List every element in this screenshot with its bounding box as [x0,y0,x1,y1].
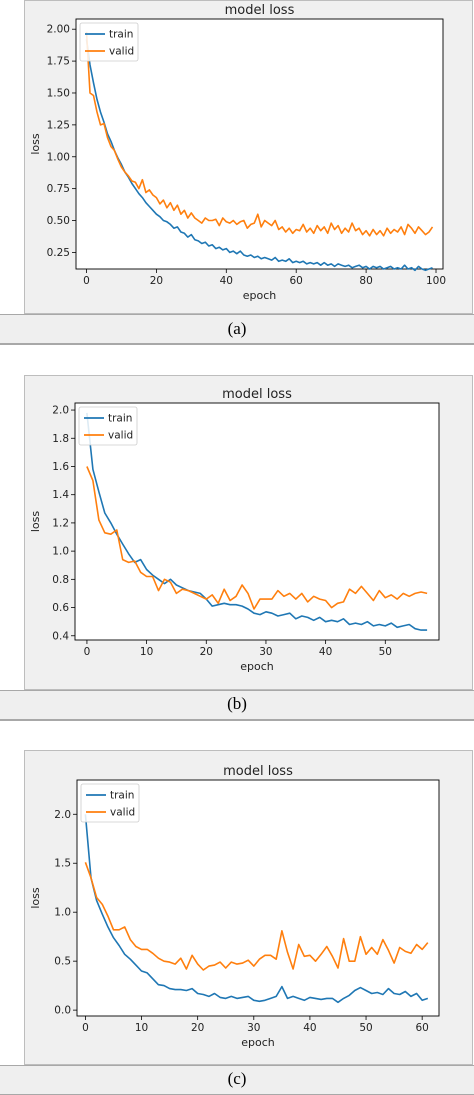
y-tick-label: 1.0 [52,546,69,558]
x-tick-label: 10 [135,1022,148,1034]
chart-a: model loss 0 20 40 60 80 100 0.25 0.50 0.75 1.00 1.… [29,3,446,302]
legend: train valid [79,22,139,62]
y-tick-label: 1.00 [47,151,70,163]
chart-title: model loss [223,764,293,779]
series-line-train [86,412,428,631]
series-line-valid [85,31,434,237]
series-line-train [85,39,433,272]
x-tick-label: 30 [259,646,272,658]
y-tick-label: 1.6 [52,461,69,473]
series-line-valid [86,466,428,610]
legend-label-valid: valid [109,46,134,58]
separator-a [0,344,474,345]
legend-label-valid: valid [110,807,135,819]
y-tick-label: 0.50 [47,215,70,227]
separator-b [0,720,474,721]
y-tick-label: 1.0 [54,907,71,919]
x-tick-label: 100 [426,275,446,287]
x-tick-label: 0 [82,1022,89,1034]
legend-label-train: train [108,413,132,425]
x-tick-label: 50 [359,1022,372,1034]
caption-b: (b) [227,694,247,713]
legend: train valid [78,406,138,446]
y-tick-label: 0.0 [54,1005,71,1017]
chart-c: model loss 0 10 20 30 40 50 60 0.0 0.5 1.0 1.5 2.0 ep… [29,764,440,1049]
y-tick-label: 1.50 [47,87,70,99]
x-tick-label: 20 [191,1022,204,1034]
chart-title: model loss [225,3,295,18]
y-tick-label: 0.75 [47,183,70,195]
x-tick-label: 10 [140,646,153,658]
x-tick-label: 20 [200,646,213,658]
x-tick-label: 40 [319,646,332,658]
caption-a: (a) [227,319,247,338]
x-axis-label: epoch [241,1036,275,1049]
y-tick-label: 0.6 [52,602,69,614]
y-tick-label: 0.25 [47,247,70,259]
x-tick-label: 20 [150,275,163,287]
series-line-valid [84,862,429,971]
x-axis-label: epoch [240,660,274,673]
y-axis-label: loss [29,133,42,155]
y-axis-label: loss [29,887,42,909]
series-line-train [84,814,429,1004]
y-tick-label: 1.25 [47,119,70,131]
y-tick-label: 1.2 [52,517,69,529]
caption-bar-c [0,1065,474,1095]
x-tick-label: 40 [303,1022,316,1034]
y-tick-label: 0.4 [52,630,69,642]
x-tick-label: 80 [359,275,372,287]
y-tick-label: 1.4 [52,489,69,501]
y-axis-label: loss [29,511,42,533]
caption-bar-a [0,314,474,344]
y-tick-label: 0.5 [54,956,71,968]
chart-panel-c: model loss 0 10 20 30 40 50 60 0.0 0.5 1.0 1.5 2.0 ep… [24,750,473,1065]
y-tick-label: 1.8 [52,433,69,445]
chart-title: model loss [222,387,292,402]
x-tick-label: 0 [84,646,91,658]
y-tick-label: 0.8 [52,574,69,586]
x-tick-label: 0 [83,275,90,287]
legend-label-valid: valid [108,430,133,442]
x-tick-label: 30 [247,1022,260,1034]
y-tick-label: 1.5 [54,858,71,870]
x-tick-label: 60 [415,1022,428,1034]
y-tick-label: 2.0 [52,405,69,417]
x-tick-label: 50 [379,646,392,658]
x-axis-label: epoch [243,289,277,302]
chart-panel-a: model loss 0 20 40 60 80 100 0.25 0.50 0.75 1.00 1.… [24,0,473,314]
legend-label-train: train [110,790,134,802]
y-tick-label: 1.75 [47,56,70,68]
y-tick-label: 2.0 [54,809,71,821]
x-tick-label: 40 [220,275,233,287]
legend-label-train: train [109,29,133,41]
legend: train valid [80,783,140,823]
chart-b: model loss 0 10 20 30 40 50 0.4 0.6 0.8 1.0 1.2 1.4 1… [29,387,440,673]
caption-c: (c) [227,1069,247,1088]
x-tick-label: 60 [290,275,303,287]
caption-bar-b [0,690,474,720]
y-tick-label: 2.00 [47,24,70,36]
chart-panel-b: model loss 0 10 20 30 40 50 0.4 0.6 0.8 1.0 1.2 1.4 1… [24,375,473,690]
